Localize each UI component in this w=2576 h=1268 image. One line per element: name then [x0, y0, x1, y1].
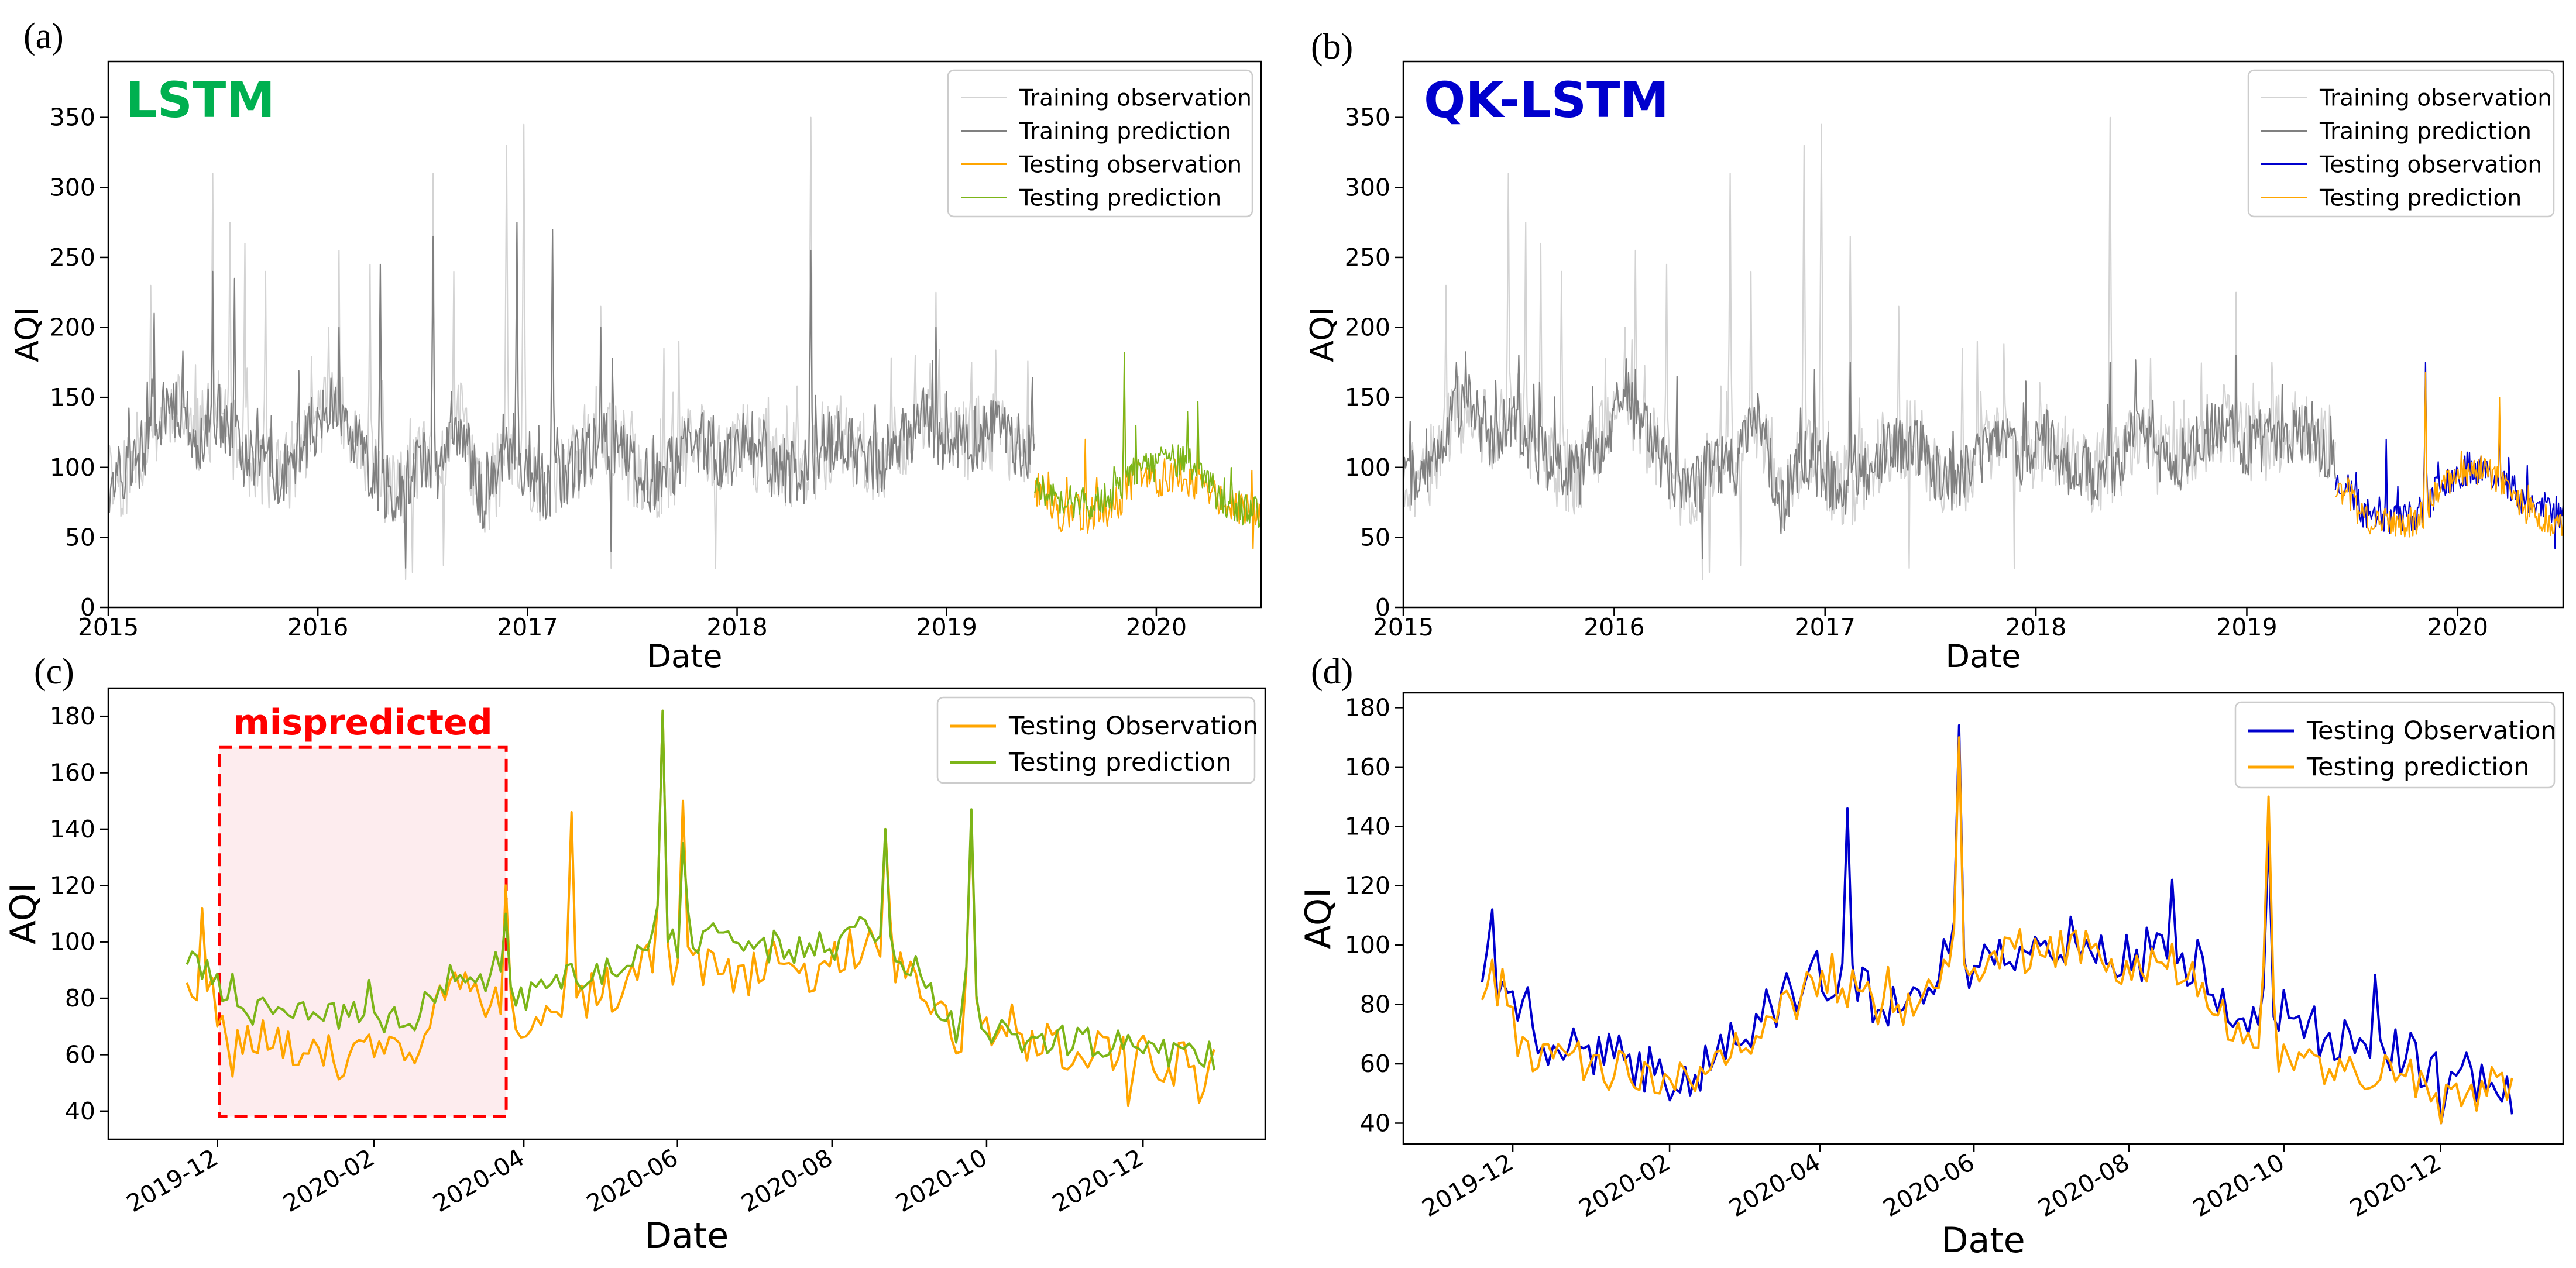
series-line-b-4 — [2335, 372, 2563, 538]
x-tick-label-a-4: 2019 — [916, 613, 977, 641]
mispredicted-region — [218, 745, 508, 1118]
axes-frame-d — [1402, 692, 2564, 1145]
panel-letter-b: (b) — [1311, 27, 1353, 67]
legend-label-b-3: Testing prediction — [2319, 185, 2522, 212]
y-tick-label-b-6: 300 — [1345, 173, 1390, 201]
y-tick-label-b-4: 200 — [1345, 314, 1390, 342]
panel-a: (a) 0 50 100 150 200 250 300 350 2015 2016 2017 2018… — [9, 16, 1262, 675]
legend-box-c — [936, 696, 1256, 784]
x-tick-label-b-1: 2016 — [1584, 613, 1644, 641]
x-tick-label-a-3: 2018 — [706, 613, 767, 641]
y-tick-label-b-5: 250 — [1345, 243, 1390, 272]
y-axis-label-d: AQI — [1298, 888, 1339, 949]
y-tick-label-a-7: 350 — [50, 104, 95, 132]
y-tick-label-b-7: 350 — [1345, 104, 1390, 132]
series-line-c-2 — [186, 709, 1215, 1071]
legend-label-a-1: Training prediction — [1019, 119, 1231, 145]
legend-label-b-1: Training prediction — [2319, 119, 2532, 145]
x-tick-label-b-0: 2015 — [1373, 613, 1434, 641]
panel-letter-a: (a) — [23, 16, 64, 56]
y-tick-label-c-3: 100 — [50, 928, 95, 956]
legend-box-d — [2234, 701, 2556, 789]
x-axis-label-c: Date — [645, 1215, 729, 1256]
y-tick-label-d-6: 160 — [1345, 753, 1390, 781]
y-tick-label-c-2: 80 — [65, 984, 95, 1012]
axes-frame-a — [107, 60, 1262, 609]
y-tick-label-d-5: 140 — [1345, 812, 1390, 840]
y-tick-label-a-0: 0 — [80, 593, 95, 621]
legend-box-b — [2247, 69, 2555, 218]
y-tick-label-c-0: 40 — [65, 1097, 95, 1125]
y-axis-label-c: AQI — [3, 883, 44, 944]
x-axis-label-a: Date — [647, 638, 722, 675]
y-tick-label-d-4: 120 — [1345, 872, 1390, 900]
legend-label-c-1: Testing prediction — [1008, 748, 1232, 777]
series-line-d-2 — [1481, 736, 2513, 1125]
legend-label-c-0: Testing Observation — [1008, 712, 1259, 741]
axes-frame-b — [1402, 60, 2564, 609]
y-axis-label-b: AQI — [1304, 307, 1341, 362]
x-tick-label-b-5: 2020 — [2427, 613, 2488, 641]
panel-letter-d: (d) — [1311, 652, 1353, 692]
x-tick-label-a-1: 2016 — [287, 613, 348, 641]
mispredicted-label: mispredicted — [233, 702, 492, 743]
legend-label-b-2: Testing observation — [2319, 152, 2542, 178]
y-tick-label-c-4: 120 — [50, 871, 95, 899]
y-tick-label-d-0: 40 — [1360, 1109, 1390, 1137]
series-line-a-1 — [108, 116, 1036, 580]
x-axis-label-d: Date — [1941, 1220, 2025, 1261]
model-title-b: QK-LSTM — [1424, 71, 1669, 129]
x-tick-label-b-4: 2019 — [2216, 613, 2277, 641]
y-tick-label-d-2: 80 — [1360, 991, 1390, 1019]
legend-label-a-3: Testing prediction — [1019, 185, 1221, 212]
y-axis-label-a: AQI — [9, 307, 46, 362]
legend-box-a — [947, 69, 1253, 218]
y-tick-label-c-7: 180 — [50, 702, 95, 730]
y-tick-label-a-4: 200 — [50, 314, 95, 342]
x-tick-label-b-2: 2017 — [1795, 613, 1856, 641]
axes-frame-c — [107, 687, 1266, 1140]
legend-label-d-0: Testing Observation — [2306, 716, 2557, 745]
x-tick-label-a-2: 2017 — [497, 613, 558, 641]
panel-b: (b) 0 50 100 150 200 250 300 350 2015 2016 2017 2018… — [1304, 27, 2564, 675]
panel-letter-c: (c) — [34, 652, 74, 692]
series-line-b-2 — [1403, 351, 2336, 559]
model-title-a: LSTM — [126, 71, 275, 129]
y-tick-label-b-2: 100 — [1345, 453, 1390, 482]
y-tick-label-a-2: 100 — [50, 453, 95, 482]
y-tick-label-a-1: 50 — [65, 523, 95, 551]
series-line-a-2 — [108, 222, 1036, 569]
y-tick-label-c-5: 140 — [50, 815, 95, 843]
y-tick-label-b-0: 0 — [1375, 593, 1390, 621]
y-tick-label-d-3: 100 — [1345, 931, 1390, 959]
y-tick-label-a-6: 300 — [50, 173, 95, 201]
x-tick-label-a-0: 2015 — [78, 613, 139, 641]
x-tick-label-a-5: 2020 — [1126, 613, 1187, 641]
x-tick-label-b-3: 2018 — [2005, 613, 2066, 641]
x-axis-label-b: Date — [1945, 638, 2021, 675]
series-line-a-4 — [1034, 352, 1261, 528]
y-tick-label-d-7: 180 — [1345, 693, 1390, 721]
y-tick-label-a-3: 150 — [50, 383, 95, 411]
y-tick-label-a-5: 250 — [50, 243, 95, 272]
legend-label-a-0: Training observation — [1019, 85, 1252, 112]
series-line-c-1 — [186, 709, 1215, 1107]
y-tick-label-c-1: 60 — [65, 1040, 95, 1068]
y-tick-label-d-1: 60 — [1360, 1050, 1390, 1078]
legend-label-d-1: Testing prediction — [2306, 752, 2530, 782]
y-tick-label-c-6: 160 — [50, 759, 95, 787]
legend-label-b-0: Training observation — [2319, 85, 2552, 112]
legend-label-a-2: Testing observation — [1019, 152, 1242, 178]
y-tick-label-b-3: 150 — [1345, 383, 1390, 411]
series-line-d-1 — [1481, 724, 2513, 1125]
y-tick-label-b-1: 50 — [1360, 523, 1390, 551]
